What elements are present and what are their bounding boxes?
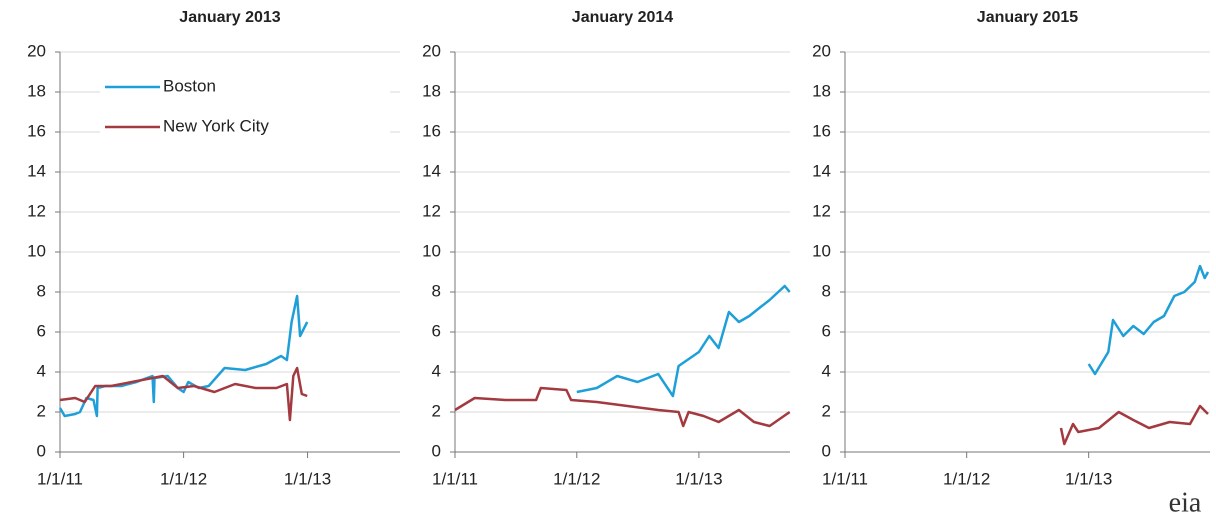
legend-label: Boston [163, 76, 216, 95]
x-tick-label: 1/1/11 [822, 469, 868, 488]
series-line [454, 386, 791, 428]
y-tick-label: 16 [422, 121, 441, 140]
y-tick-label: 6 [37, 321, 46, 340]
y-tick-label: 8 [37, 281, 46, 300]
y-tick-label: 0 [432, 441, 441, 460]
x-tick-label: 1/1/12 [160, 469, 207, 488]
logo: eia [1169, 487, 1202, 518]
y-tick-label: 12 [422, 201, 441, 220]
y-tick-label: 10 [812, 241, 831, 260]
y-tick-label: 4 [37, 361, 46, 380]
legend-background [100, 70, 390, 140]
chart-title: January 2015 [977, 9, 1079, 26]
y-tick-label: 20 [27, 41, 46, 60]
y-tick-label: 10 [422, 241, 441, 260]
y-tick-label: 12 [812, 201, 831, 220]
y-tick-label: 2 [822, 401, 831, 420]
y-tick-label: 4 [432, 361, 441, 380]
y-tick-label: 18 [27, 81, 46, 100]
y-tick-label: 0 [822, 441, 831, 460]
y-tick-label: 20 [422, 41, 441, 60]
y-tick-label: 4 [822, 361, 831, 380]
x-tick-label: 1/1/13 [284, 469, 331, 488]
y-tick-label: 2 [432, 401, 441, 420]
y-tick-label: 6 [432, 321, 441, 340]
legend-label: New York City [163, 116, 269, 135]
x-tick-label: 1/1/12 [943, 469, 990, 488]
series-line [59, 366, 308, 422]
series-line [1087, 264, 1210, 376]
x-tick-label: 1/1/11 [37, 469, 83, 488]
series-line [576, 284, 791, 398]
y-tick-label: 16 [27, 121, 46, 140]
x-tick-label: 1/1/12 [553, 469, 600, 488]
chart-title: January 2014 [572, 9, 674, 26]
y-tick-label: 10 [27, 241, 46, 260]
y-tick-label: 2 [37, 401, 46, 420]
y-tick-label: 8 [432, 281, 441, 300]
y-tick-label: 12 [27, 201, 46, 220]
y-tick-label: 14 [812, 161, 831, 180]
y-tick-label: 0 [37, 441, 46, 460]
y-tick-label: 20 [812, 41, 831, 60]
series-line [1059, 404, 1209, 446]
x-tick-label: 1/1/13 [1065, 469, 1112, 488]
y-tick-label: 6 [822, 321, 831, 340]
y-tick-label: 18 [812, 81, 831, 100]
y-tick-label: 14 [27, 161, 46, 180]
y-tick-label: 14 [422, 161, 441, 180]
y-tick-label: 18 [422, 81, 441, 100]
chart-title: January 2013 [179, 9, 281, 26]
x-tick-label: 1/1/13 [675, 469, 722, 488]
y-tick-label: 16 [812, 121, 831, 140]
y-tick-label: 8 [822, 281, 831, 300]
x-tick-label: 1/1/11 [432, 469, 478, 488]
series-line [58, 294, 309, 418]
